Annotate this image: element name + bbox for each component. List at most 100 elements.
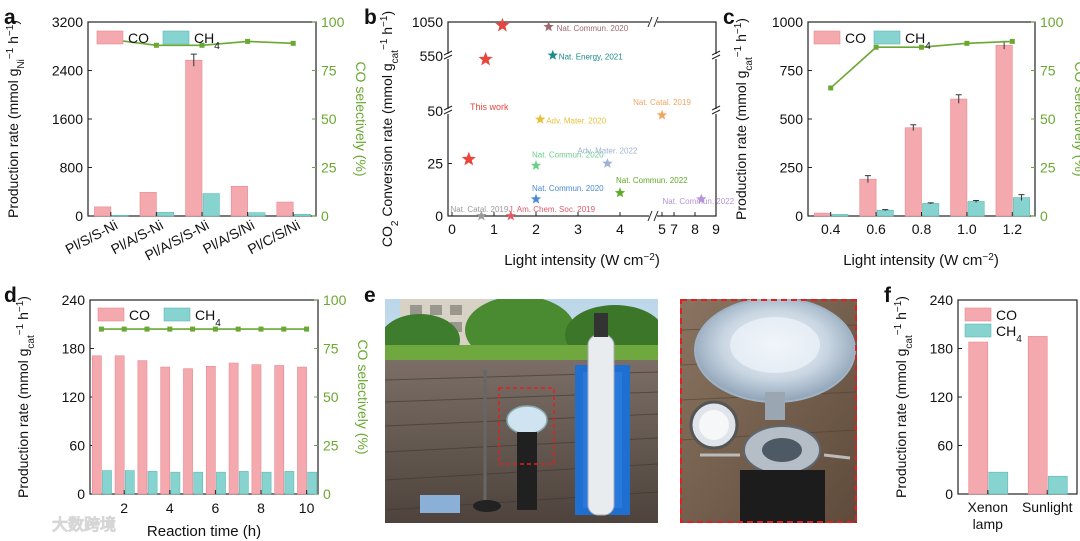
panel-label-a: a (4, 6, 16, 29)
axis-break-mark (647, 210, 653, 222)
data-label: J. Am. Chem. Soc. 2019 (509, 205, 596, 214)
bar-co (228, 362, 239, 495)
y2-tick-label: 25 (321, 160, 337, 176)
selectivity-point (190, 326, 196, 332)
data-label: Nat. Commun. 2022 (663, 197, 735, 206)
y-axis-label: Production rate (mmol gcat−1 h−1) (733, 18, 755, 220)
data-point-this-work (461, 151, 476, 166)
x-tick-label: 1.0 (957, 221, 977, 237)
axis-break-mark (443, 50, 453, 56)
y2-tick-label: 0 (323, 486, 331, 502)
x-tick-label: 4 (166, 500, 174, 516)
bar-ch4 (216, 471, 226, 495)
selectivity-point (919, 44, 924, 50)
axis-break-mark (443, 54, 453, 60)
bar-ch4 (876, 209, 894, 217)
data-point-literature (614, 187, 626, 198)
bar-ch4 (967, 201, 985, 217)
bar-ch4 (1047, 475, 1068, 495)
chart-f: 0 60 120 180 240 Production rate (mmol gcat−1… (893, 292, 1078, 532)
data-label: Adv. Mater. 2020 (546, 116, 606, 125)
x-tick-label: 0.6 (866, 221, 886, 237)
bar-ch4 (124, 470, 135, 495)
bar-co (94, 206, 112, 217)
bar-co (114, 355, 125, 495)
chart-c: 0 250 500 750 1000 0 25 50 75 100 CO selectively (… (733, 14, 1080, 269)
y-tick-label: 60 (69, 438, 85, 454)
x-tick-label: 8 (257, 500, 265, 516)
bar-ch4 (307, 471, 318, 495)
selectivity-point (235, 326, 241, 332)
y-tick-label: 3200 (52, 14, 83, 30)
y-tick-label: 120 (930, 389, 954, 405)
bar-ch4 (111, 214, 129, 217)
bar-ch4 (238, 471, 249, 495)
data-point-literature (505, 210, 516, 221)
selectivity-point (98, 326, 104, 332)
selectivity-point (144, 326, 150, 332)
bar-co (276, 201, 294, 217)
bar-ch4 (102, 470, 112, 495)
data-label: Nat. Catal. 2019 (633, 98, 691, 107)
selectivity-point (873, 44, 879, 50)
data-label: Nat. Energy, 2021 (559, 52, 623, 61)
bar-ch4 (922, 203, 940, 217)
y2-tick-label: 100 (323, 292, 347, 308)
y-tick-label: 0 (945, 486, 953, 502)
legend-swatch-ch4 (964, 323, 992, 338)
bar-ch4 (831, 214, 849, 217)
y-tick-label: 1050 (412, 14, 443, 30)
x-tick-label: 3 (574, 221, 582, 237)
selectivity-point (290, 40, 296, 46)
bar-ch4 (988, 471, 1009, 495)
data-point-literature (656, 109, 668, 120)
x-tick-label: 5 (658, 221, 666, 237)
watermark: 大数跨境 (52, 515, 116, 534)
x-tick-label: 9 (712, 221, 720, 237)
selectivity-point (167, 326, 173, 332)
bar-co (950, 98, 968, 217)
selectivity-point (258, 326, 264, 332)
data-label: Nat. Commun. 2020 (532, 151, 604, 160)
y-tick-label: 240 (62, 292, 86, 308)
legend-label-ch4: CH4 (195, 307, 221, 329)
legend-swatch-ch4 (873, 30, 901, 45)
legend-swatch-co (964, 307, 992, 322)
selectivity-point (828, 85, 834, 91)
y2-tick-label: 25 (323, 438, 339, 454)
photo-reactor-closeup (680, 299, 857, 523)
y-tick-label: 0 (795, 208, 803, 224)
y-axis-label: Production rate (mmol gcat−1 h−1) (15, 296, 37, 498)
legend-label-ch4: CH4 (996, 323, 1022, 345)
axis-break-mark (711, 50, 721, 56)
x-tick-label: Sunlight (1022, 499, 1073, 515)
y2-tick-label: 0 (321, 208, 329, 224)
selectivity-point (1009, 38, 1015, 44)
axis-break-mark (443, 105, 453, 111)
axis-break-mark (711, 109, 721, 115)
x-tick-label: 4 (616, 221, 624, 237)
selectivity-point (199, 42, 205, 48)
selectivity-point (304, 326, 310, 332)
x-tick-label: Xenon lamp (968, 499, 1008, 532)
y-axis-label: Production rate (mmol gcat−1 h−1) (893, 296, 915, 498)
data-point-literature (535, 113, 546, 124)
y-tick-label: 180 (62, 341, 86, 357)
legend-label-co: CO (996, 307, 1017, 323)
y2-tick-label: 50 (1040, 111, 1056, 127)
bar-ch4 (248, 212, 266, 217)
y-tick-label: 0 (435, 208, 443, 224)
x-tick-label: 10 (299, 500, 315, 516)
selectivity-point (281, 326, 287, 332)
y2-axis-label: CO selectively (%) (355, 339, 371, 454)
y-axis-label: CO2 Conversion rate (mmol gcat−1 h−1) (379, 11, 401, 247)
bar-co (968, 341, 989, 495)
panel-label-f: f (884, 284, 892, 307)
data-point-literature (602, 158, 613, 168)
bar-co (995, 44, 1013, 217)
data-point-literature (547, 49, 558, 60)
y-tick-label: 500 (780, 111, 804, 127)
axis-break-mark (653, 210, 659, 222)
y-tick-label: 250 (780, 160, 804, 176)
